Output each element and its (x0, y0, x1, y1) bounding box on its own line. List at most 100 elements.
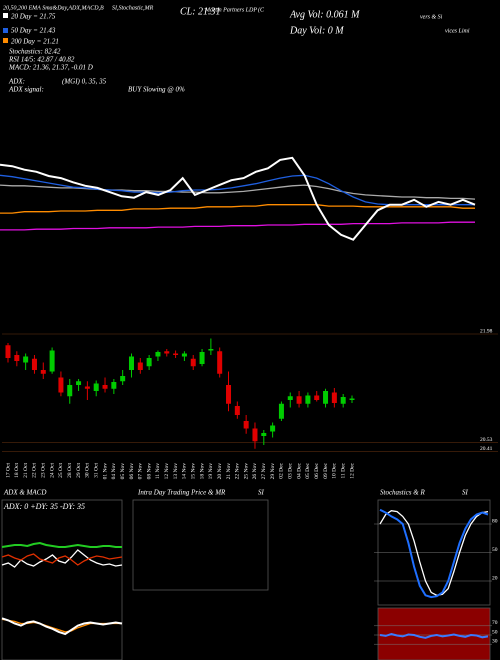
header-fragment: vers & Si (420, 14, 443, 20)
series-line (379, 508, 489, 599)
series-line (379, 510, 489, 596)
x-tick-label: 20 Nov (217, 463, 223, 480)
avg-vol: Avg Vol: 0.061 M (289, 9, 360, 20)
x-tick-label: 19 Nov (208, 463, 214, 480)
legend-swatch (3, 38, 8, 43)
y-tick-label: 50 (492, 547, 498, 553)
x-tick-label: 04 Nov (111, 463, 117, 480)
x-tick-label: 03 Dec (288, 462, 294, 478)
y-tick-label: 20.41 (480, 446, 493, 452)
x-tick-label: 08 Nov (146, 463, 152, 480)
candle-body (349, 398, 355, 400)
series-line (0, 184, 476, 200)
candle-body (287, 396, 293, 400)
candle-body (5, 345, 11, 358)
candle-body (217, 351, 223, 374)
x-tick-label: 22 Oct (32, 463, 38, 478)
header-fragment: SI,Stochastic,MR (112, 5, 154, 11)
y-tick-label: 30 (492, 638, 498, 644)
mgi: (MGI) 0, 35, 35 (62, 78, 107, 86)
candle-body (164, 351, 170, 354)
candle-body (323, 391, 329, 404)
candle-body (340, 397, 346, 404)
candle-body (14, 355, 20, 361)
candle-body (120, 376, 126, 382)
candle-body (261, 433, 267, 436)
candle-body (128, 356, 134, 370)
x-tick-label: 05 Nov (120, 463, 126, 480)
x-tick-label: 25 Nov (243, 463, 249, 480)
x-tick-label: 28 Oct (67, 463, 73, 478)
x-tick-label: 21 Oct (23, 463, 29, 478)
panel (377, 607, 491, 660)
x-tick-label: 01 Nov (102, 463, 108, 480)
stat: Stochastics: 82.42 (9, 48, 61, 56)
candle-body (278, 403, 284, 419)
x-tick-label: 12 Nov (164, 463, 170, 480)
panel (1, 499, 123, 660)
candle-body (146, 358, 152, 367)
header: 20,50,200 EMA Sma&Day,ADX,MACD,B SI,Stoc… (3, 5, 470, 94)
candle-body (208, 349, 214, 351)
header-fragment: (C (258, 6, 265, 13)
series-line (1, 553, 123, 566)
candle-body (243, 421, 249, 429)
x-tick-label: 02 Dec (279, 462, 285, 478)
y-tick-label: 70 (492, 620, 498, 626)
candle-body (58, 377, 64, 393)
candle-body (305, 395, 311, 404)
x-tick-label: 23 Oct (41, 463, 47, 478)
x-tick-label: 30 Oct (85, 463, 91, 478)
header-fragment: Martin Partners LDP (204, 7, 257, 13)
x-tick-label: 29 Oct (76, 463, 82, 478)
candle-body (40, 370, 46, 374)
x-tick-label: 06 Dec (314, 462, 320, 478)
adx-label: ADX: (8, 78, 25, 86)
x-tick-label: 13 Nov (173, 463, 179, 480)
adx-signal: ADX signal: (8, 86, 44, 94)
series-line (0, 204, 475, 214)
x-tick-label: 18 Oct (14, 463, 20, 478)
x-tick-label: 12 Dec (349, 462, 355, 478)
y-tick-label: 20 (492, 575, 498, 581)
panel (132, 499, 269, 591)
legend-entry: 50 Day = 21.43 (11, 27, 56, 35)
candle-body (137, 362, 143, 370)
x-tick-label: 27 Nov (261, 463, 267, 480)
header-fragment: 20,50,200 EMA Sma&Day,ADX,MACD,B (3, 5, 104, 11)
legend-entry: 200 Day = 21.21 (11, 38, 59, 46)
series-line (1, 549, 123, 568)
x-tick-label: 26 Nov (252, 463, 258, 480)
legend-swatch (3, 28, 8, 33)
y-tick-label: 20.53 (480, 437, 493, 443)
legend-entry: 20 Day = 21.75 (11, 13, 56, 21)
x-tick-label: 04 Dec (296, 462, 302, 478)
candle-body (111, 382, 117, 389)
stat: RSI 14/5: 42.87 / 40.82 (8, 56, 75, 64)
x-tick-label: 15 Nov (190, 463, 196, 480)
x-tick-label: 18 Nov (199, 463, 205, 480)
legend-swatch (3, 13, 8, 18)
series-line (0, 156, 476, 241)
panel-title: Intra Day Trading Price & MR (137, 489, 226, 497)
y-tick-label: 21.98 (480, 328, 493, 334)
x-tick-label: 11 Nov (155, 463, 161, 479)
signal: BUY Slowing @ 0% (128, 86, 185, 94)
close-price: CL: 21.31 (180, 6, 221, 17)
header-fragment: vices Limi (445, 28, 470, 34)
candle-body (93, 383, 99, 391)
x-tick-label: 22 Nov (235, 463, 241, 480)
panel-title: ADX & MACD (3, 489, 46, 497)
panel-subtitle: SI (462, 489, 469, 497)
x-tick-label: 07 Nov (138, 463, 144, 480)
series-line (0, 221, 475, 231)
panel-subtitle: SI (258, 489, 265, 497)
x-tick-label: 10 Dec (332, 462, 338, 478)
x-tick-label: 09 Dec (323, 462, 329, 478)
candle-body (270, 425, 276, 432)
x-tick-label: 11 Dec (340, 462, 346, 478)
panel-subtitle: ADX: 0 +DY: 35 -DY: 35 (3, 502, 85, 511)
x-tick-label: 06 Nov (129, 463, 135, 480)
x-tick-label: 29 Nov (270, 463, 276, 480)
